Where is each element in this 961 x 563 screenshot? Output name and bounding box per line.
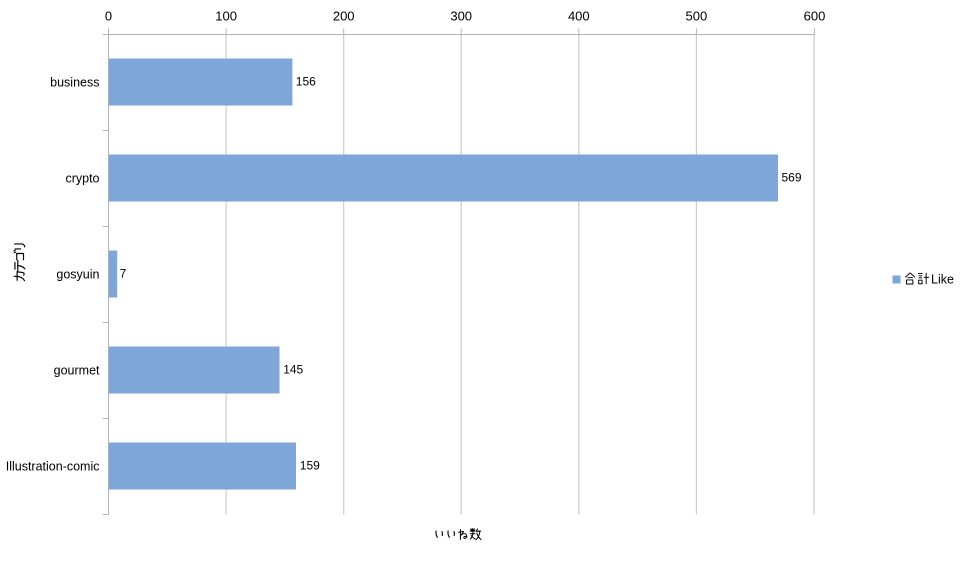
svg-text:300: 300 <box>450 9 472 24</box>
svg-text:200: 200 <box>333 9 355 24</box>
svg-text:159: 159 <box>300 458 320 472</box>
svg-text:gourmet: gourmet <box>54 364 100 378</box>
svg-text:400: 400 <box>568 9 590 24</box>
svg-text:500: 500 <box>686 9 708 24</box>
svg-text:Like: Like <box>931 273 954 287</box>
svg-text:0: 0 <box>105 9 112 24</box>
svg-text:100: 100 <box>215 9 237 24</box>
svg-text:Illustration-comic: Illustration-comic <box>6 460 100 474</box>
svg-text:crypto: crypto <box>65 172 99 186</box>
svg-text:156: 156 <box>296 74 316 88</box>
svg-text:business: business <box>50 76 99 90</box>
svg-text:145: 145 <box>283 362 303 376</box>
svg-text:569: 569 <box>782 170 802 184</box>
svg-text:gosyuin: gosyuin <box>56 268 99 282</box>
svg-text:600: 600 <box>804 9 826 24</box>
svg-text:7: 7 <box>120 266 127 280</box>
